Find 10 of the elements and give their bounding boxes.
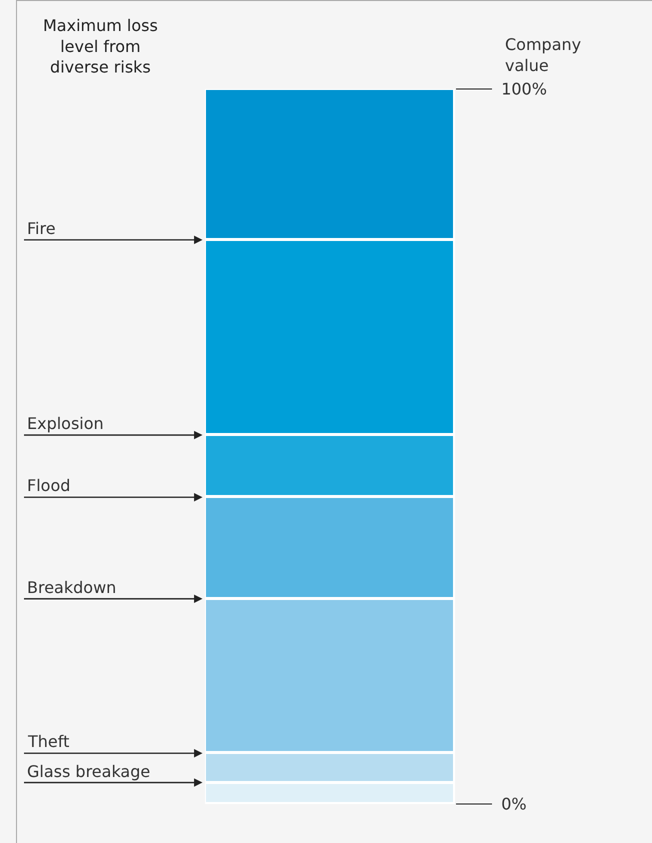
- text: Flood: [27, 476, 70, 495]
- text: Fire: [27, 219, 56, 238]
- chart-title: Maximum loss level from diverse risks: [43, 16, 158, 77]
- text: Theft: [27, 732, 70, 751]
- y-tick-label: 0%: [501, 794, 527, 814]
- text: Company value: [505, 35, 582, 75]
- text: Breakdown: [27, 578, 116, 597]
- y-tick-label: 100%: [501, 80, 547, 99]
- text: Glass breakage: [27, 762, 150, 781]
- text: Explosion: [27, 414, 104, 433]
